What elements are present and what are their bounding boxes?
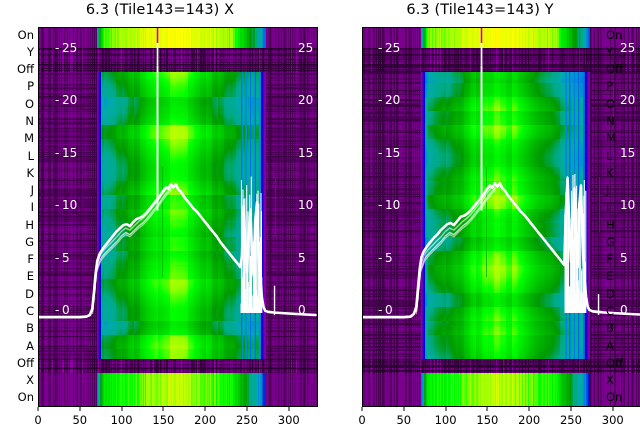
category-tick-y-1: Y	[606, 44, 614, 59]
category-tick-l-7: L	[606, 148, 613, 163]
category-tick-n-5: N	[606, 114, 615, 128]
x-tick-mark	[246, 407, 248, 411]
x-tick-label: 50	[72, 413, 88, 427]
x-tick-label: 300	[277, 413, 300, 427]
category-tick-o-4: O	[24, 96, 34, 111]
x-tick-label: 250	[559, 413, 582, 427]
category-tick-a-18: A	[606, 338, 614, 353]
x-tick-mark	[361, 407, 363, 411]
category-tick-j-9: J	[30, 183, 34, 198]
x-tick-label: 200	[194, 413, 217, 427]
category-tick-m-6: M	[606, 131, 616, 146]
x-tick-label: 0	[34, 413, 42, 427]
x-tick-mark	[612, 407, 614, 411]
x-tick-mark	[204, 407, 206, 411]
category-tick-x-20: X	[26, 373, 34, 388]
x-tick-label: 300	[601, 413, 624, 427]
x-tick-mark	[528, 407, 530, 411]
panel-x: 6.3 (Tile143=143) X Dipole OnYOffPONMLKJ…	[0, 2, 318, 439]
category-tick-off-2: Off	[17, 62, 34, 77]
x-tick-label: 150	[152, 413, 175, 427]
category-tick-e-14: E	[606, 269, 614, 284]
x-axis-right: 0 50 100 150 200 250 300	[358, 407, 640, 439]
category-tick-b-17: B	[606, 321, 614, 336]
category-tick-m-6: M	[24, 131, 34, 146]
category-axis-left: On Y Off P O N M L K J I H G F E D C B A Off X On	[0, 27, 36, 407]
category-tick-g-12: G	[25, 234, 34, 249]
category-tick-e-14: E	[26, 269, 34, 284]
category-tick-i-10: I	[30, 200, 34, 215]
x-axis-left: 0 50 100 150 200 250 300	[34, 407, 318, 439]
panel-y-title: 6.3 (Tile143=143) Y	[406, 2, 554, 18]
category-tick-l-7: L	[27, 148, 34, 163]
panel-y: 6.3 (Tile143=143) Y -25-20-15-10-5-0 25 2…	[320, 0, 640, 440]
x-tick-mark	[403, 407, 405, 411]
x-tick-label: 50	[396, 413, 412, 427]
category-tick-f-13: F	[606, 252, 613, 267]
spectrogram-x[interactable]	[38, 27, 318, 407]
category-tick-k-8: K	[606, 165, 614, 180]
x-tick-mark	[37, 407, 39, 411]
panel-x-title: 6.3 (Tile143=143) X	[85, 2, 235, 18]
category-tick-i-10: I	[606, 200, 610, 215]
x-tick-mark	[486, 407, 488, 411]
category-tick-n-5: N	[25, 114, 34, 128]
category-tick-f-13: F	[27, 252, 34, 267]
x-tick-mark	[162, 407, 164, 411]
category-tick-d-15: D	[25, 286, 34, 301]
x-tick-label: 100	[110, 413, 133, 427]
category-tick-off-2: Off	[606, 62, 623, 77]
x-tick-mark	[121, 407, 123, 411]
category-tick-h-11: H	[606, 217, 615, 232]
category-tick-g-12: G	[606, 234, 615, 249]
category-tick-h-11: H	[25, 217, 34, 232]
category-tick-p-3: P	[606, 79, 613, 94]
category-tick-y-1: Y	[26, 44, 34, 59]
x-tick-mark	[79, 407, 81, 411]
category-tick-o-4: O	[606, 96, 616, 111]
category-tick-p-3: P	[27, 79, 34, 94]
x-tick-mark	[288, 407, 290, 411]
category-tick-c-16: C	[25, 304, 34, 318]
category-tick-j-9: J	[606, 183, 610, 198]
category-tick-off-19: Off	[17, 355, 34, 370]
category-tick-off-19: Off	[606, 355, 623, 370]
category-tick-c-16: C	[606, 304, 615, 318]
x-tick-label: 200	[518, 413, 541, 427]
x-tick-mark	[570, 407, 572, 411]
category-tick-k-8: K	[26, 165, 34, 180]
category-tick-on-0: On	[606, 27, 623, 42]
category-tick-b-17: B	[26, 321, 34, 336]
category-tick-on-21: On	[606, 390, 623, 405]
category-tick-on-0: On	[17, 27, 34, 42]
category-axis-right: On Y Off P O N M L K J I H G F E D C B A Off X On	[604, 27, 640, 407]
spectrogram-y[interactable]	[362, 27, 640, 407]
category-tick-a-18: A	[26, 338, 34, 353]
x-tick-label: 150	[476, 413, 499, 427]
x-tick-mark	[445, 407, 447, 411]
x-tick-label: 250	[235, 413, 258, 427]
category-tick-d-15: D	[606, 286, 615, 301]
x-tick-label: 0	[358, 413, 366, 427]
category-tick-x-20: X	[606, 373, 614, 388]
category-tick-on-21: On	[17, 390, 34, 405]
x-tick-label: 100	[434, 413, 457, 427]
